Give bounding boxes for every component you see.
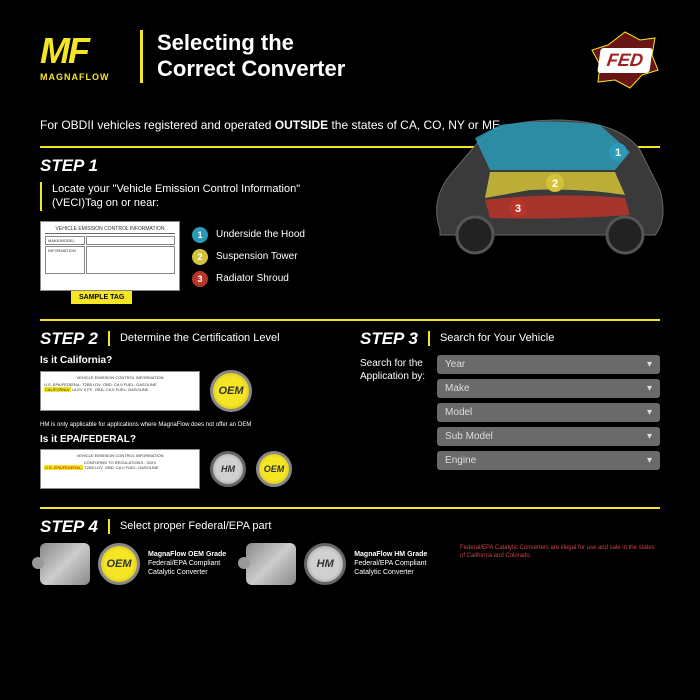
location-1: 1 Underside the Hood (192, 227, 305, 243)
fed-badge-text: FED (597, 48, 653, 73)
svg-text:3: 3 (515, 203, 521, 215)
svg-text:2: 2 (552, 178, 558, 190)
sample-tag-title: VEHICLE EMISSION CONTROL INFORMATION (45, 226, 175, 234)
search-label: Search for the Application by: (360, 355, 425, 470)
oem-text: MagnaFlow OEM Grade Federal/EPA Complian… (148, 550, 226, 577)
question-california: Is it California? (40, 355, 340, 366)
tag-information: INFORMATION (45, 246, 85, 274)
disclaimer-text: Federal/EPA Catalytic Converters are ill… (460, 545, 660, 561)
svg-text:1: 1 (615, 147, 621, 159)
logo-mf: MF (40, 30, 120, 72)
step-2: STEP 2 Determine the Certification Level… (40, 329, 340, 499)
magnaflow-logo: MF MAGNAFLOW (40, 30, 120, 100)
step-3: STEP 3 Search for Your Vehicle Search fo… (360, 329, 660, 499)
select-year[interactable]: Year (437, 355, 660, 374)
hm-badge-icon: HM (304, 543, 346, 585)
location-1-label: Underside the Hood (216, 229, 305, 240)
intro-prefix: For OBDII vehicles registered and operat… (40, 118, 275, 132)
car-illustration: 1 2 3 (400, 80, 680, 280)
step-1-number: STEP 1 (40, 156, 98, 176)
tag-make-model: MAKE/MODEL (45, 236, 85, 245)
select-engine[interactable]: Engine (437, 451, 660, 470)
hm-note: HM is only applicable for applications w… (40, 422, 340, 428)
step-4-desc: Select proper Federal/EPA part (108, 519, 271, 533)
step-3-desc: Search for Your Vehicle (428, 331, 554, 345)
select-model[interactable]: Model (437, 403, 660, 422)
converter-oem-image (40, 543, 90, 585)
question-epa: Is it EPA/FEDERAL? (40, 434, 340, 445)
divider (40, 319, 660, 321)
divider (40, 507, 660, 509)
sample-veci-tag: VEHICLE EMISSION CONTROL INFORMATION MAK… (40, 221, 180, 291)
option-oem: OEM MagnaFlow OEM Grade Federal/EPA Comp… (40, 543, 226, 585)
location-2: 2 Suspension Tower (192, 249, 305, 265)
select-make[interactable]: Make (437, 379, 660, 398)
search-selects: Year Make Model Sub Model Engine (437, 355, 660, 470)
step-2-desc: Determine the Certification Level (108, 331, 280, 345)
step-3-number: STEP 3 (360, 329, 418, 349)
location-3-label: Radiator Shroud (216, 273, 289, 284)
select-sub-model[interactable]: Sub Model (437, 427, 660, 446)
page-title: Selecting the Correct Converter (140, 30, 345, 83)
step-1-desc: Locate your "Vehicle Emission Control In… (40, 182, 320, 211)
location-3: 3 Radiator Shroud (192, 271, 305, 287)
oem-badge-icon: OEM (98, 543, 140, 585)
location-2-label: Suspension Tower (216, 251, 298, 262)
location-3-number: 3 (192, 271, 208, 287)
option-hm: HM MagnaFlow HM Grade Federal/EPA Compli… (246, 543, 427, 585)
location-1-number: 1 (192, 227, 208, 243)
location-2-number: 2 (192, 249, 208, 265)
oem-badge-icon: OEM (210, 370, 252, 412)
intro-bold: OUTSIDE (275, 118, 328, 132)
title-line-2: Correct Converter (157, 56, 345, 82)
hm-badge-icon: HM (210, 451, 246, 487)
cert-box-california: VEHICLE EMISSION CONTROL INFORMATION U.S… (40, 371, 200, 411)
cert-box-epa: VEHICLE EMISSION CONTROL INFORMATION CON… (40, 449, 200, 489)
title-line-1: Selecting the (157, 30, 345, 56)
converter-hm-image (246, 543, 296, 585)
step-2-number: STEP 2 (40, 329, 98, 349)
sample-tag-label: SAMPLE TAG (71, 291, 132, 304)
hm-text: MagnaFlow HM Grade Federal/EPA Compliant… (354, 550, 427, 577)
step-4-number: STEP 4 (40, 517, 98, 537)
oem-badge-icon: OEM (256, 451, 292, 487)
logo-brand-name: MAGNAFLOW (40, 72, 120, 82)
locations-list: 1 Underside the Hood 2 Suspension Tower … (192, 227, 305, 287)
